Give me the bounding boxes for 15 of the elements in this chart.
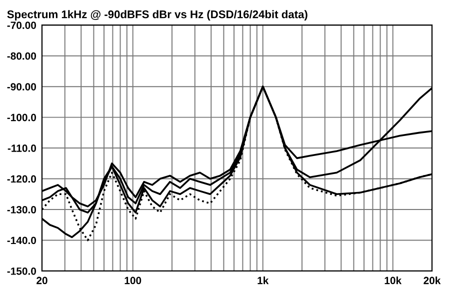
chart-title: Spectrum 1kHz @ -90dBFS dBr vs Hz (DSD/16/24bit data) — [7, 10, 308, 20]
y-tick-label: -80.00 — [7, 52, 36, 60]
y-tick-label: -90.00 — [7, 83, 36, 90]
x-tick-label: 10k — [384, 276, 402, 284]
x-tick-label: 20k — [424, 276, 441, 284]
y-tick-label: -120.0 — [7, 175, 36, 183]
x-tick-label: 20 — [36, 276, 48, 284]
x-tick-label: 100 — [124, 276, 142, 284]
y-tick-label: -150.0 — [7, 267, 36, 275]
y-tick-label: -70.00 — [7, 22, 36, 29]
y-tick-label: -100.0 — [7, 114, 36, 122]
y-tick-label: -140.0 — [7, 236, 36, 244]
x-tick-label: 1k — [258, 276, 269, 284]
y-tick-label: -110.0 — [8, 144, 36, 152]
y-tick-label: -130.0 — [7, 206, 36, 214]
